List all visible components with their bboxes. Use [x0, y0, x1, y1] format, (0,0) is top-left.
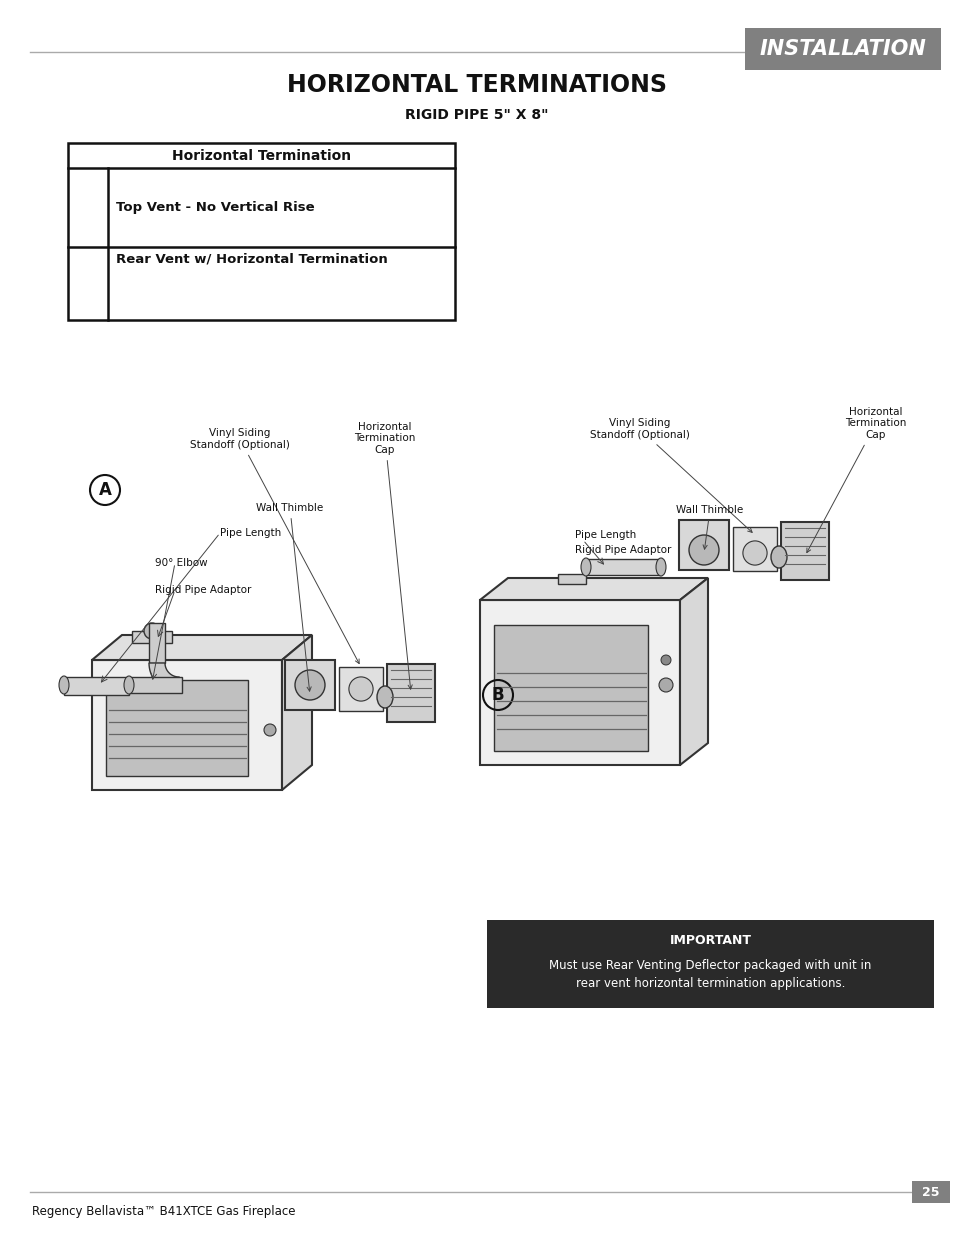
Ellipse shape	[742, 541, 766, 566]
Text: Regency Bellavista™ B41XTCE Gas Fireplace: Regency Bellavista™ B41XTCE Gas Fireplac…	[32, 1205, 295, 1219]
Circle shape	[659, 678, 672, 692]
Text: Pipe Length: Pipe Length	[575, 530, 636, 540]
Bar	[68, 143, 455, 320]
Bar	[149, 622, 165, 663]
Bar	[91, 659, 282, 790]
Bar	[338, 667, 382, 711]
Ellipse shape	[124, 676, 133, 694]
Circle shape	[264, 724, 275, 736]
Polygon shape	[282, 635, 312, 790]
Bar	[744, 28, 940, 70]
Bar	[585, 559, 660, 576]
Bar	[781, 522, 828, 580]
Bar	[127, 677, 182, 693]
Bar	[558, 574, 585, 584]
Text: Top Vent - No Vertical Rise: Top Vent - No Vertical Rise	[116, 201, 314, 214]
Bar	[285, 659, 335, 710]
Polygon shape	[679, 578, 707, 764]
Ellipse shape	[656, 558, 665, 576]
Bar	[479, 600, 679, 764]
Bar	[132, 631, 172, 643]
Text: Vinyl Siding
Standoff (Optional): Vinyl Siding Standoff (Optional)	[590, 419, 751, 532]
Text: Wall Thimble: Wall Thimble	[676, 505, 742, 550]
Text: Horizontal
Termination
Cap: Horizontal Termination Cap	[806, 406, 905, 552]
Bar	[486, 920, 933, 1008]
Text: IMPORTANT: IMPORTANT	[669, 934, 751, 946]
Text: B: B	[491, 685, 504, 704]
Text: Rigid Pipe Adaptor: Rigid Pipe Adaptor	[575, 545, 671, 555]
Bar	[911, 1181, 949, 1203]
Ellipse shape	[376, 685, 393, 708]
Text: INSTALLATION: INSTALLATION	[759, 40, 925, 59]
Ellipse shape	[294, 671, 325, 700]
Ellipse shape	[349, 677, 373, 701]
Text: Horizontal
Termination
Cap: Horizontal Termination Cap	[354, 422, 416, 689]
Circle shape	[660, 655, 670, 664]
Bar	[494, 625, 647, 751]
Ellipse shape	[580, 558, 590, 576]
Ellipse shape	[688, 535, 719, 564]
Text: Pipe Length: Pipe Length	[220, 529, 281, 538]
Bar	[387, 664, 435, 722]
Text: A: A	[98, 480, 112, 499]
Polygon shape	[149, 663, 179, 693]
Text: Vinyl Siding
Standoff (Optional): Vinyl Siding Standoff (Optional)	[190, 429, 359, 663]
Bar	[106, 680, 248, 776]
Text: 90° Elbow: 90° Elbow	[154, 558, 208, 568]
Polygon shape	[479, 578, 707, 600]
Ellipse shape	[770, 546, 786, 568]
Text: 25: 25	[922, 1186, 939, 1198]
Text: Must use Rear Venting Deflector packaged with unit in
rear vent horizontal termi: Must use Rear Venting Deflector packaged…	[549, 960, 871, 990]
Text: HORIZONTAL TERMINATIONS: HORIZONTAL TERMINATIONS	[287, 73, 666, 98]
Text: Rigid Pipe Adaptor: Rigid Pipe Adaptor	[154, 585, 251, 595]
Text: RIGID PIPE 5" X 8": RIGID PIPE 5" X 8"	[405, 107, 548, 122]
Text: Wall Thimble: Wall Thimble	[256, 503, 323, 692]
Ellipse shape	[59, 676, 69, 694]
Bar	[679, 520, 728, 571]
Polygon shape	[91, 635, 312, 659]
Bar	[64, 677, 129, 695]
Text: Rear Vent w/ Horizontal Termination: Rear Vent w/ Horizontal Termination	[116, 252, 387, 266]
Circle shape	[144, 622, 160, 638]
Text: Horizontal Termination: Horizontal Termination	[172, 148, 351, 163]
Bar	[732, 527, 776, 571]
